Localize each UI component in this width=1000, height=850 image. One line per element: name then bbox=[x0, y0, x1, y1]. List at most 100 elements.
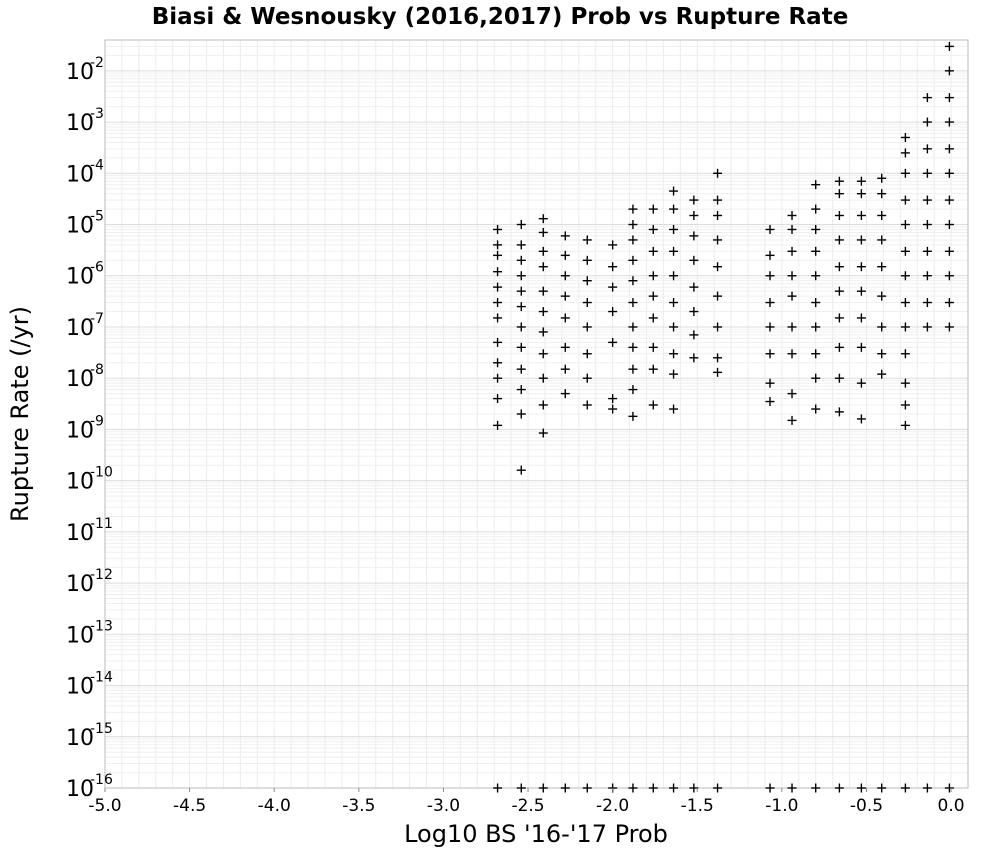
y-tick-base: 10 bbox=[66, 367, 94, 392]
data-point bbox=[944, 117, 954, 127]
data-point bbox=[856, 235, 866, 245]
data-point bbox=[765, 397, 775, 407]
data-point bbox=[689, 330, 699, 340]
data-point bbox=[628, 783, 638, 793]
y-tick-exponent: -3 bbox=[90, 106, 104, 122]
data-point bbox=[856, 783, 866, 793]
y-tick-base: 10 bbox=[66, 623, 94, 648]
data-point bbox=[689, 282, 699, 292]
y-tick-base: 10 bbox=[66, 675, 94, 700]
y-tick-label: 10-14 bbox=[66, 670, 113, 700]
data-point bbox=[713, 210, 723, 220]
grid-lines bbox=[104, 39, 969, 789]
x-tick-label: -2.5 bbox=[511, 796, 544, 816]
plot-frame bbox=[104, 39, 969, 789]
data-point bbox=[877, 322, 887, 332]
y-tick-label: 10-8 bbox=[66, 362, 104, 392]
x-tick-label: 0.0 bbox=[938, 796, 965, 816]
data-point bbox=[900, 271, 910, 281]
data-point bbox=[877, 783, 887, 793]
y-tick-label: 10-6 bbox=[66, 260, 104, 290]
data-point bbox=[856, 414, 866, 424]
data-point bbox=[900, 220, 910, 230]
data-point bbox=[713, 235, 723, 245]
data-point bbox=[944, 220, 954, 230]
data-point bbox=[582, 349, 592, 359]
data-point bbox=[608, 282, 618, 292]
data-point bbox=[944, 168, 954, 178]
data-point bbox=[900, 298, 910, 308]
y-tick-label: 10-15 bbox=[66, 721, 113, 751]
data-point bbox=[628, 364, 638, 374]
data-point bbox=[648, 204, 658, 214]
x-tick-label: -1.0 bbox=[765, 796, 798, 816]
data-point bbox=[648, 291, 658, 301]
data-point bbox=[811, 404, 821, 414]
data-point bbox=[538, 373, 548, 383]
data-point bbox=[608, 404, 618, 414]
data-point bbox=[787, 224, 797, 234]
data-point bbox=[713, 291, 723, 301]
data-point bbox=[560, 389, 570, 399]
data-point bbox=[516, 364, 526, 374]
data-point bbox=[669, 186, 679, 196]
data-point bbox=[713, 195, 723, 205]
data-point bbox=[811, 349, 821, 359]
data-point bbox=[787, 271, 797, 281]
x-tick-label: -1.5 bbox=[681, 796, 714, 816]
data-point bbox=[648, 246, 658, 256]
y-tick-label: 10-9 bbox=[66, 413, 104, 443]
data-point bbox=[689, 195, 699, 205]
data-point bbox=[648, 224, 658, 234]
data-point bbox=[811, 204, 821, 214]
data-point bbox=[648, 364, 658, 374]
y-tick-exponent: -9 bbox=[90, 413, 104, 429]
data-point bbox=[628, 411, 638, 421]
data-point bbox=[669, 271, 679, 281]
data-point bbox=[900, 378, 910, 388]
data-point bbox=[787, 415, 797, 425]
y-tick-base: 10 bbox=[66, 316, 94, 341]
data-point bbox=[516, 271, 526, 281]
data-point bbox=[713, 367, 723, 377]
data-point bbox=[538, 783, 548, 793]
y-tick-exponent: -16 bbox=[90, 772, 113, 788]
data-point bbox=[582, 276, 592, 286]
data-point bbox=[765, 298, 775, 308]
y-tick-base: 10 bbox=[66, 418, 94, 443]
data-point bbox=[922, 298, 932, 308]
data-point bbox=[560, 231, 570, 241]
data-point bbox=[856, 378, 866, 388]
x-tick-label: -4.0 bbox=[258, 796, 291, 816]
data-point bbox=[689, 231, 699, 241]
data-point bbox=[877, 235, 887, 245]
y-axis-ticks: 10-1610-1510-1410-1310-1210-1110-1010-91… bbox=[66, 55, 113, 802]
data-point bbox=[538, 286, 548, 296]
data-point bbox=[582, 322, 592, 332]
x-axis-label: Log10 BS '16-'17 Prob bbox=[404, 820, 668, 848]
data-point bbox=[765, 250, 775, 260]
data-point bbox=[922, 93, 932, 103]
x-tick-label: -2.0 bbox=[596, 796, 629, 816]
data-point bbox=[648, 400, 658, 410]
data-point bbox=[811, 298, 821, 308]
data-point bbox=[856, 210, 866, 220]
data-point bbox=[900, 148, 910, 158]
y-tick-base: 10 bbox=[66, 726, 94, 751]
data-point bbox=[669, 204, 679, 214]
data-point bbox=[648, 342, 658, 352]
data-point bbox=[516, 240, 526, 250]
data-point bbox=[811, 224, 821, 234]
data-point bbox=[900, 400, 910, 410]
y-tick-base: 10 bbox=[66, 214, 94, 239]
data-point bbox=[669, 783, 679, 793]
data-point bbox=[922, 271, 932, 281]
data-point bbox=[944, 322, 954, 332]
y-tick-label: 10-16 bbox=[66, 772, 113, 802]
data-point bbox=[669, 298, 679, 308]
y-tick-exponent: -7 bbox=[90, 311, 104, 327]
data-point bbox=[944, 93, 954, 103]
y-tick-base: 10 bbox=[66, 60, 94, 85]
data-point bbox=[787, 291, 797, 301]
